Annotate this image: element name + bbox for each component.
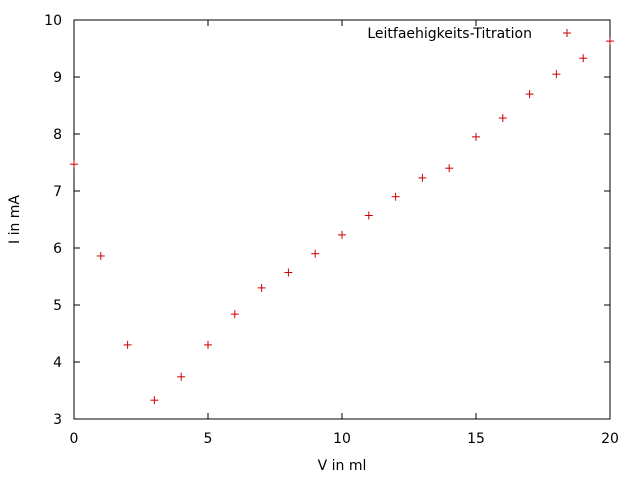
y-tick-label: 10 (44, 13, 62, 29)
data-point (445, 164, 454, 173)
y-tick-label: 7 (53, 184, 62, 200)
data-point (606, 37, 614, 46)
x-tick-label: 20 (601, 431, 619, 447)
legend-plus-marker (563, 29, 571, 37)
plot-frame (73, 19, 611, 420)
x-tick-label: 0 (70, 431, 79, 447)
y-tick-label: 3 (53, 412, 62, 428)
axis-ticks (73, 19, 611, 420)
data-point (338, 230, 346, 239)
data-point (472, 132, 480, 141)
data-point (525, 90, 534, 99)
data-point (204, 340, 212, 349)
x-tick-label: 10 (333, 431, 351, 447)
legend-marker (563, 29, 571, 37)
y-axis-label: I in mA (7, 195, 23, 244)
data-point (418, 173, 427, 182)
x-tick-label: 15 (467, 431, 485, 447)
y-tick-label: 4 (53, 355, 62, 371)
x-tick-label: 5 (204, 431, 213, 447)
data-point (364, 211, 373, 220)
data-point (284, 268, 293, 277)
y-tick-label: 8 (53, 127, 62, 143)
y-tick-label: 9 (53, 70, 62, 86)
data-point (177, 372, 186, 381)
data-point (123, 340, 132, 349)
data-point (257, 283, 266, 292)
axis-tick-labels: 0 5 10 15 20 3 4 5 6 7 8 9 10 (44, 13, 619, 447)
data-point (498, 114, 507, 123)
data-point (552, 70, 561, 79)
data-point (579, 54, 588, 63)
data-point (230, 310, 239, 319)
y-tick-label: 6 (53, 241, 62, 257)
data-point (150, 396, 159, 405)
data-point (70, 160, 78, 169)
legend-label: Leitfaehigkeits-Titration (367, 26, 532, 42)
legend: Leitfaehigkeits-Titration (367, 26, 571, 42)
x-axis-label: V in ml (318, 458, 367, 474)
data-points (70, 37, 614, 405)
data-point (391, 192, 400, 201)
y-tick-label: 5 (53, 298, 62, 314)
data-point (96, 251, 105, 260)
data-point (311, 249, 320, 258)
